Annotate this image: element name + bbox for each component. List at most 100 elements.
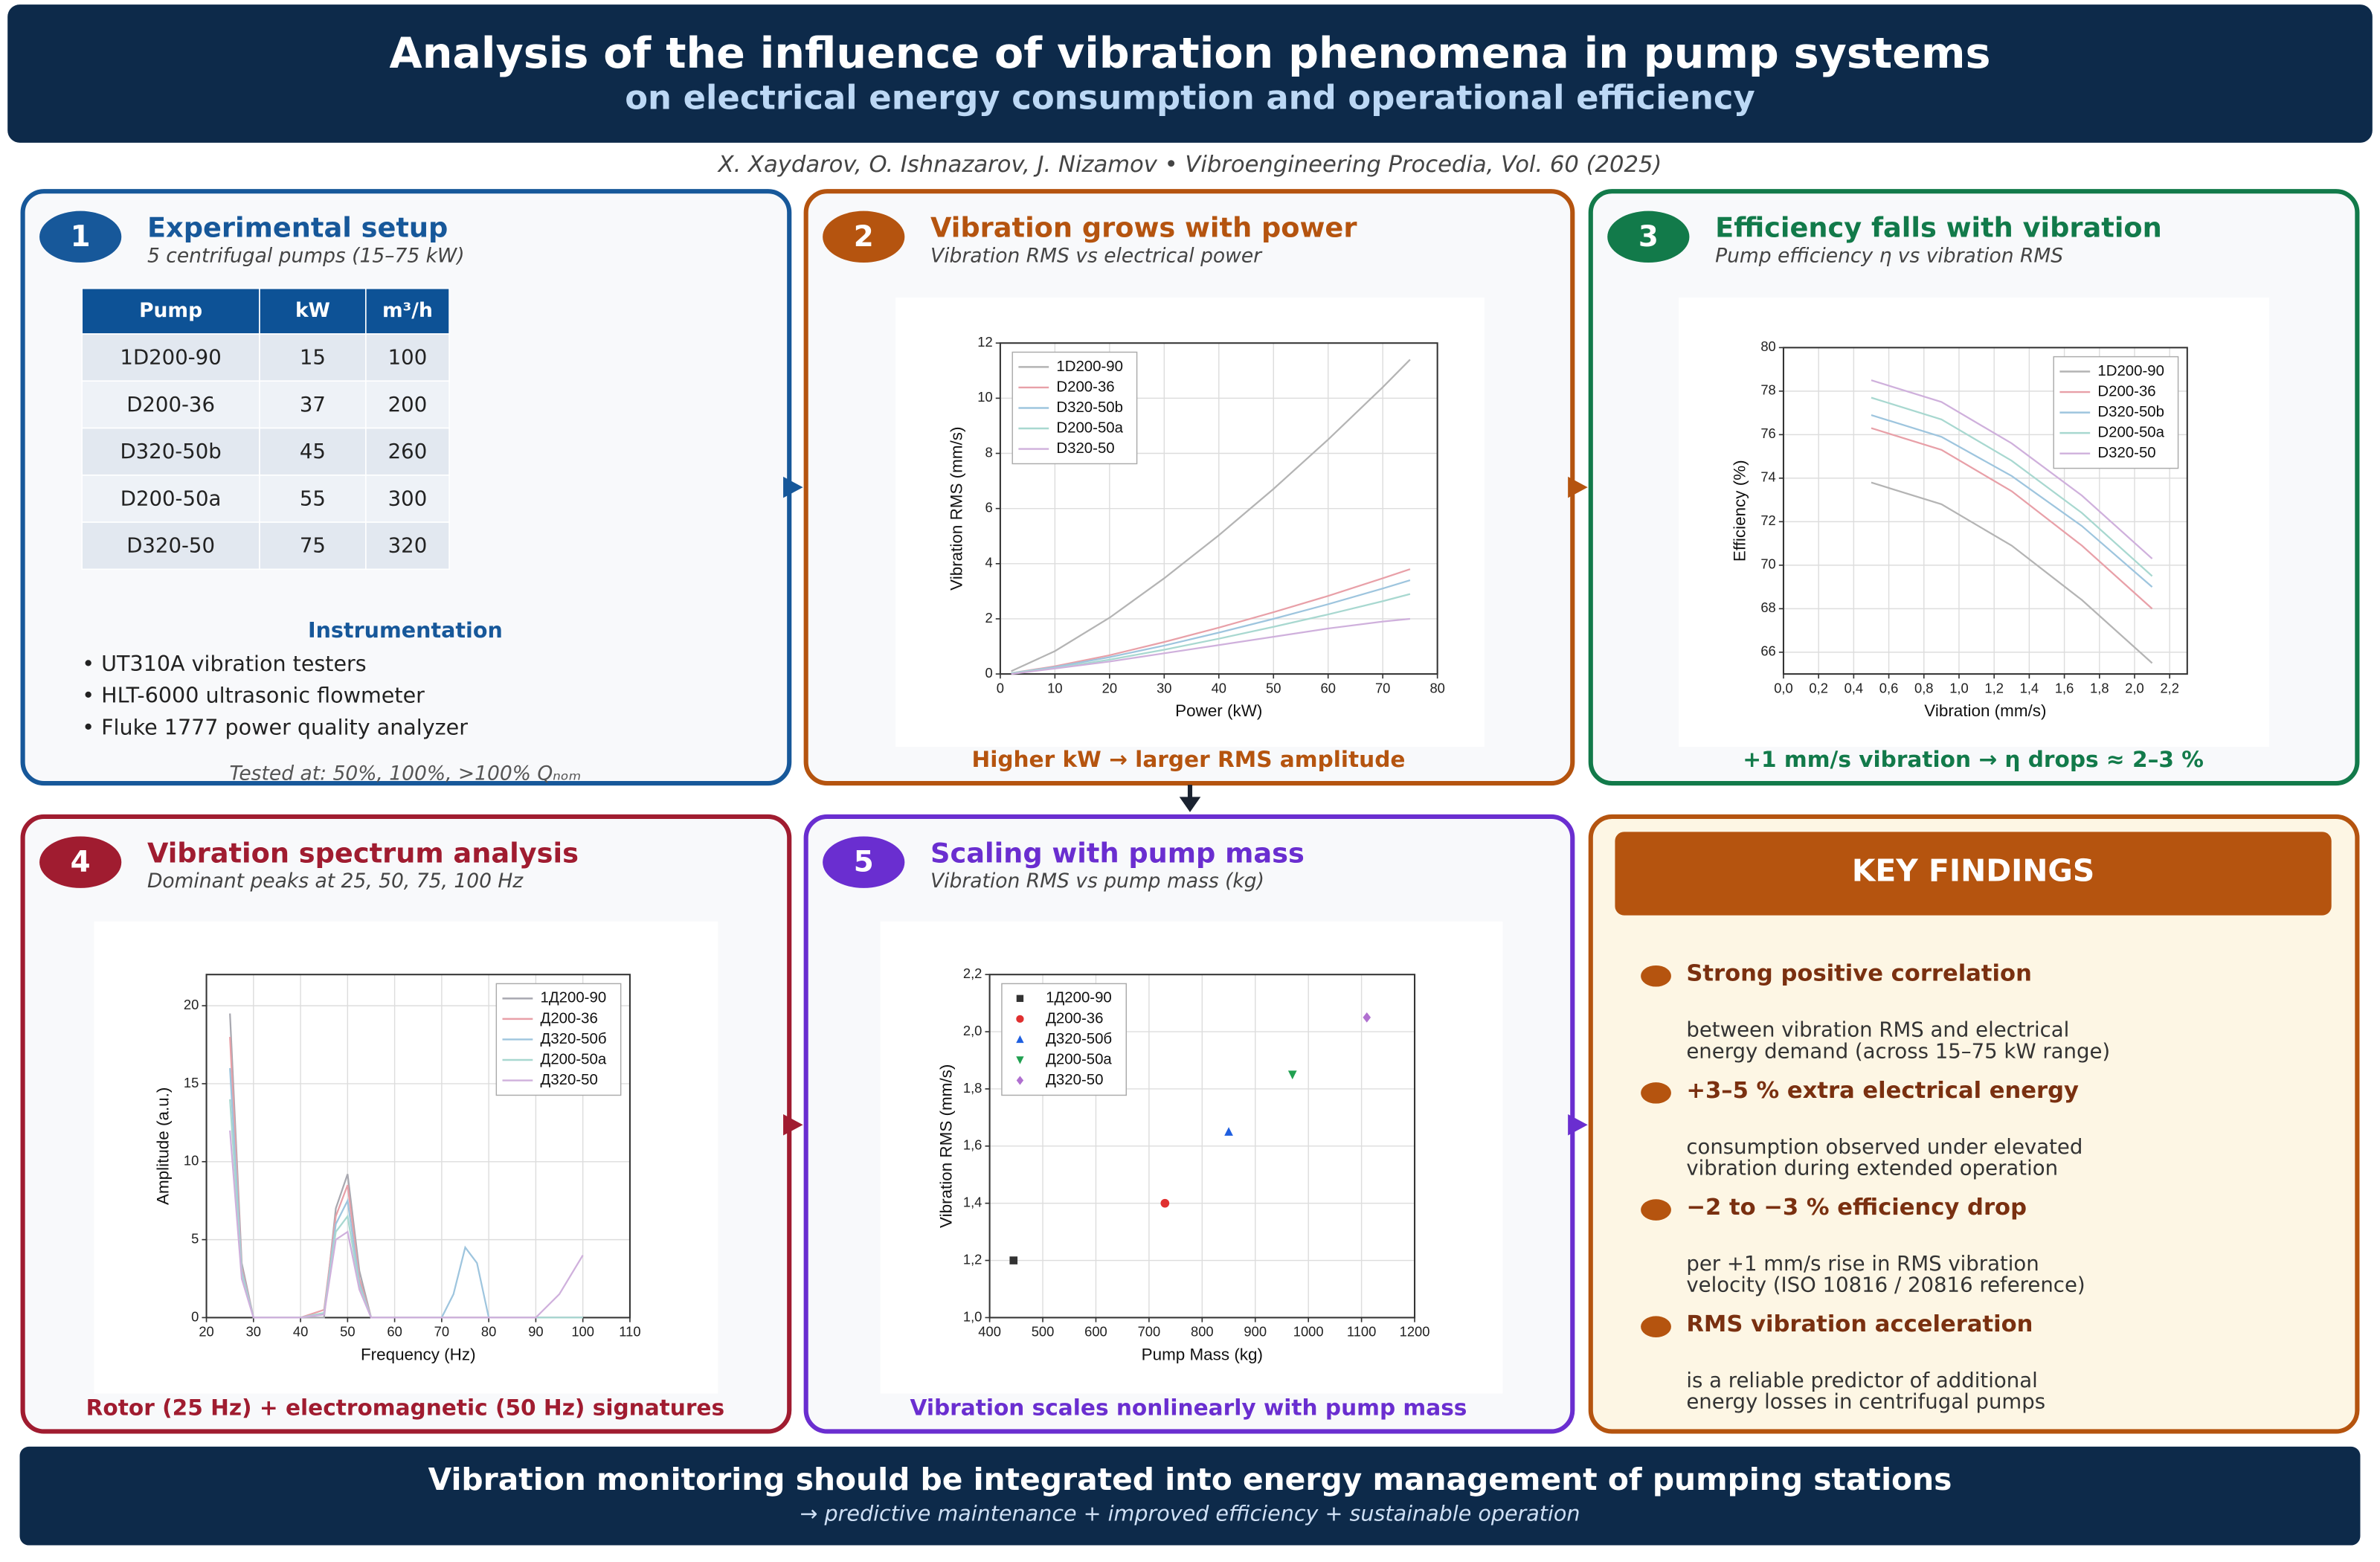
- x-tick-label: 1,2: [1984, 680, 2004, 695]
- x-tick-label: 1,6: [2055, 680, 2074, 695]
- legend-label: D320-50b: [2097, 404, 2164, 420]
- badge: [39, 210, 122, 263]
- finding-text: velocity (ISO 10816 / 20816 reference): [1686, 1273, 2085, 1297]
- x-tick-label: 0,6: [1879, 680, 1899, 695]
- x-tick-label: 40: [1212, 680, 1226, 695]
- header-bar: [7, 4, 2373, 143]
- line: [1871, 414, 2153, 588]
- legend-label: D320-50b: [1056, 399, 1123, 416]
- legend-label: Д200-50а: [541, 1051, 607, 1067]
- y-tick-label: 66: [1760, 643, 1775, 659]
- y-tick-label: 78: [1760, 382, 1775, 398]
- arrow: [783, 476, 803, 498]
- y-tick-label: 15: [184, 1075, 199, 1090]
- table-cell-text: 200: [388, 393, 428, 417]
- y-tick-label: 4: [985, 555, 992, 571]
- x-tick-label: 600: [1084, 1324, 1107, 1340]
- title: Analysis of the influence of vibration p…: [390, 29, 1991, 78]
- finding-text: per +1 mm/s rise in RMS vibration: [1686, 1252, 2039, 1276]
- x-tick-label: 20: [1102, 680, 1117, 695]
- legend-label: 1D200-90: [1056, 359, 1123, 375]
- arrow: [1179, 797, 1201, 812]
- badge: [823, 210, 905, 263]
- x-tick-label: 2,0: [2125, 680, 2144, 695]
- y-tick-label: 1,8: [963, 1080, 982, 1096]
- plot-frame: [988, 974, 1416, 1319]
- x-tick-label: 0,0: [1774, 680, 1793, 695]
- legend-label: Д200-50а: [1046, 1051, 1112, 1067]
- table-cell-text: 260: [388, 440, 428, 463]
- x-tick-label: 50: [340, 1324, 355, 1340]
- line: [1871, 396, 2153, 577]
- x-tick-label: 2,2: [2160, 680, 2179, 695]
- line: [1871, 379, 2153, 559]
- badge-number: 5: [854, 846, 874, 879]
- marker: [1160, 1198, 1170, 1208]
- x-tick-label: 80: [481, 1324, 496, 1340]
- badge-number: 4: [71, 846, 91, 879]
- table-cell-text: 55: [300, 486, 326, 510]
- y-tick-label: 70: [1760, 556, 1775, 572]
- x-tick-label: 900: [1244, 1324, 1267, 1340]
- x-tick-label: 110: [619, 1324, 640, 1340]
- x-axis-label: Power (kW): [1175, 701, 1262, 720]
- x-tick-label: 800: [1191, 1324, 1214, 1340]
- x-tick-label: 400: [978, 1324, 1001, 1340]
- line: [1871, 427, 2153, 610]
- panel-title: Experimental setup: [147, 212, 448, 244]
- panel-subtitle: Vibration RMS vs pump mass (kg): [930, 870, 1264, 893]
- legend-label: D320-50: [1056, 440, 1114, 457]
- table-cell-text: 300: [388, 486, 428, 510]
- finding-heading: +3–5 % extra electrical energy: [1686, 1078, 2079, 1104]
- arrow: [1568, 1113, 1588, 1136]
- y-tick-label: 2: [985, 610, 992, 626]
- chart: 400 500 600 700 800 900 1000 1100 1200 1,0 1,2 1,4 1…: [936, 965, 1429, 1363]
- table-cell: [365, 521, 450, 571]
- legend-label: Д200-36: [541, 1010, 598, 1026]
- panel-caption: Vibration scales nonlinearly with pump m…: [910, 1395, 1467, 1420]
- x-tick-label: 0,2: [1809, 680, 1828, 695]
- table-cell-text: D200-50a: [120, 486, 222, 510]
- table-cell-text: D200-36: [126, 393, 215, 417]
- line: [1011, 359, 1411, 672]
- panel-caption: Higher kW → larger RMS amplitude: [971, 747, 1405, 772]
- instrument: • UT310A vibration testers: [82, 651, 366, 676]
- x-tick-label: 1,8: [2090, 680, 2109, 695]
- table-cell: [81, 521, 260, 571]
- x-tick-label: 20: [199, 1324, 213, 1340]
- footer-main: Vibration monitoring should be integrate…: [428, 1462, 1952, 1497]
- x-tick-label: 30: [1157, 680, 1171, 695]
- bullet: [1641, 1316, 1671, 1337]
- footer-sub: → predictive maintenance + improved effi…: [800, 1501, 1580, 1526]
- y-axis-label: Efficiency (%): [1731, 460, 1749, 562]
- x-axis-label: Pump Mass (kg): [1142, 1345, 1263, 1363]
- x-tick-label: 0,8: [1914, 680, 1934, 695]
- findings-list: Strong positive correlation between vibra…: [1641, 961, 2110, 1414]
- marker: [1016, 1035, 1024, 1044]
- y-tick-label: 10: [977, 389, 992, 405]
- badge: [39, 836, 122, 888]
- line: [1871, 481, 2153, 664]
- table-cell: [259, 333, 367, 382]
- x-tick-label: 100: [571, 1324, 594, 1340]
- panel-subtitle: Vibration RMS vs electrical power: [930, 244, 1263, 267]
- x-tick-label: 30: [246, 1324, 261, 1340]
- y-tick-label: 0: [191, 1308, 199, 1324]
- y-tick-label: 2,0: [963, 1023, 982, 1038]
- legend-box: [1001, 983, 1127, 1096]
- panel-title: Vibration spectrum analysis: [147, 837, 579, 869]
- x-tick-label: 1200: [1400, 1324, 1430, 1340]
- table-cell: [259, 474, 367, 523]
- y-tick-label: 20: [184, 997, 199, 1012]
- x-axis-label: Frequency (Hz): [361, 1345, 476, 1363]
- instrument: • Fluke 1777 power quality analyzer: [82, 715, 468, 740]
- legend-label: Д320-50б: [541, 1031, 607, 1047]
- legend-label: 1Д200-90: [541, 990, 607, 1006]
- table-cell: [365, 427, 450, 476]
- finding-heading: RMS vibration acceleration: [1686, 1311, 2033, 1337]
- y-tick-label: 2,2: [963, 965, 982, 981]
- line: [1011, 568, 1411, 675]
- bullet: [1641, 1199, 1671, 1221]
- legend-label: D200-36: [1056, 379, 1114, 395]
- x-tick-label: 60: [1321, 680, 1336, 695]
